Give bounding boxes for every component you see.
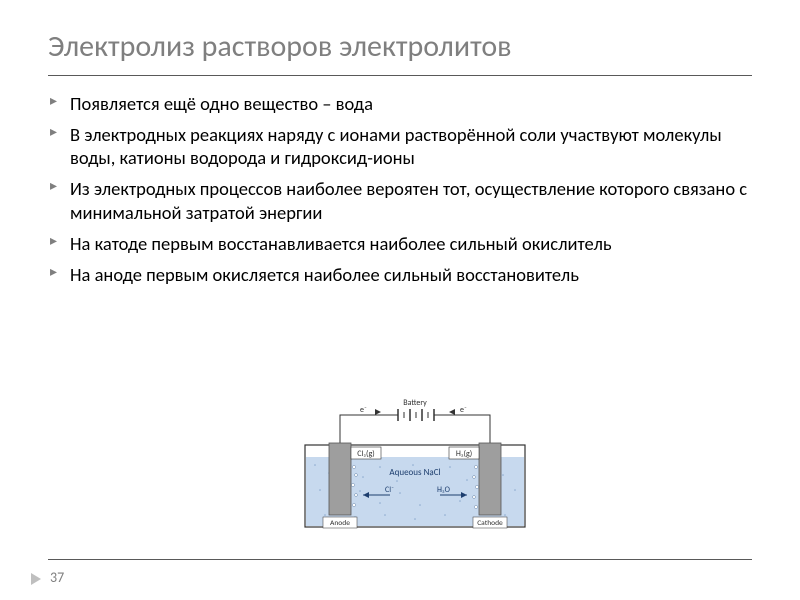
list-item: Появляется ещё одно вещество – вода <box>48 92 752 115</box>
anode-gas-label: Cl₂(g) <box>357 449 374 459</box>
anode-label: Anode <box>330 519 350 528</box>
slide-title: Электролиз растворов электролитов <box>48 28 752 76</box>
list-item: На катоде первым восстанавливается наибо… <box>48 232 752 255</box>
footer-divider <box>48 559 752 560</box>
solution-label: Aqueous NaCl <box>389 467 440 478</box>
list-item: Из электродных процессов наиболее вероят… <box>48 177 752 223</box>
anode-ion-label: Cl⁻ <box>385 485 394 495</box>
electron-flow-left: e⁻ <box>360 405 367 415</box>
list-item: На аноде первым окисляется наиболее силь… <box>48 263 752 286</box>
nav-arrow-icon <box>28 570 46 588</box>
bullet-list: Появляется ещё одно вещество – вода В эл… <box>48 92 752 286</box>
cathode-gas-label: H₂(g) <box>456 449 472 459</box>
cathode-label: Cathode <box>477 519 503 528</box>
battery-label: Battery <box>403 398 427 408</box>
electron-flow-right: e⁻ <box>460 405 467 415</box>
page-number: 37 <box>50 569 64 586</box>
cathode-ion-label: H₂O <box>437 485 451 495</box>
list-item: В электродных реакциях наряду с ионами р… <box>48 123 752 169</box>
electrolysis-diagram: Battery e⁻ e⁻ <box>285 395 545 535</box>
